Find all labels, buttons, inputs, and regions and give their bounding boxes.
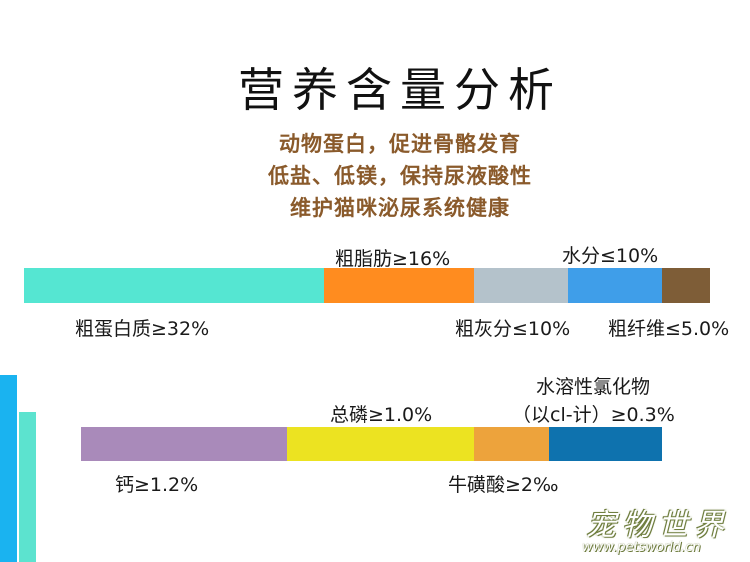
bar2-segment-chloride <box>549 427 662 461</box>
subtitle-line-3: 维护猫咪泌尿系统健康 <box>290 196 510 220</box>
label-chloride-line-1: 水溶性氯化物 <box>536 376 651 398</box>
watermark-logo: 宠物世界 <box>586 508 730 543</box>
label-fat: 粗脂肪≥16% <box>335 248 451 270</box>
label-phosphorus: 总磷≥1.0% <box>330 404 433 426</box>
label-ash: 粗灰分≤10% <box>455 318 571 340</box>
label-fiber: 粗纤维≤5.0% <box>608 318 730 340</box>
bar1-segment-ash <box>474 268 568 303</box>
nutrition-bar-2 <box>81 427 662 461</box>
page-title: 营养含量分析 <box>238 63 562 117</box>
subtitle-line-2: 低盐、低镁，保持尿液酸性 <box>268 164 532 188</box>
bar1-segment-protein <box>24 268 324 303</box>
watermark-url: www.petsworld.cn <box>582 540 701 555</box>
label-taurine: 牛磺酸≥2‰ <box>448 474 559 496</box>
subtitle-line-1: 动物蛋白，促进骨骼发育 <box>279 132 521 156</box>
bar2-segment-taurine <box>474 427 549 461</box>
bar2-segment-calcium <box>81 427 287 461</box>
label-chloride-line-2: （以cl-计）≥0.3% <box>512 404 675 426</box>
left-stripe-teal <box>19 412 36 562</box>
bar2-segment-phosphorus <box>287 427 474 461</box>
bar1-segment-fat <box>324 268 474 303</box>
label-calcium: 钙≥1.2% <box>115 474 199 496</box>
bar1-segment-moisture <box>568 268 662 303</box>
nutrition-bar-1 <box>24 268 710 303</box>
left-stripe-blue <box>0 375 17 562</box>
label-protein: 粗蛋白质≥32% <box>75 318 210 340</box>
label-moisture: 水分≤10% <box>562 245 659 267</box>
bar1-segment-fiber <box>662 268 710 303</box>
